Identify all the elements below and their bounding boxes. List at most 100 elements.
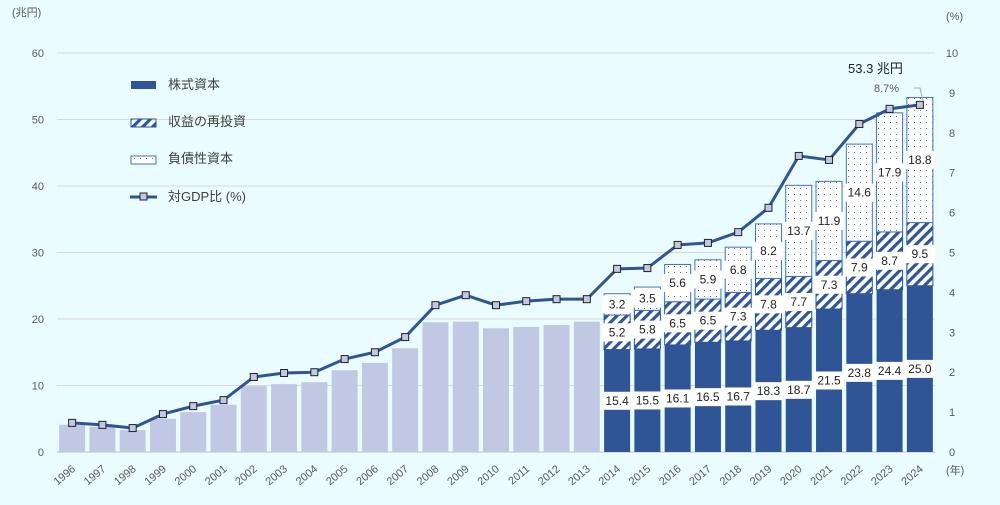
bar-total-2001 bbox=[210, 404, 237, 452]
x-tick-label: 2011 bbox=[506, 463, 532, 487]
data-label-bg bbox=[844, 363, 875, 382]
data-label-reinvest-2022: 7.9 bbox=[851, 260, 868, 274]
bar-total-2005 bbox=[331, 370, 358, 452]
gdp-ratio-marker-2020 bbox=[794, 151, 803, 160]
gdp-ratio-marker-2019 bbox=[764, 203, 773, 212]
data-label-reinvest-2021: 7.3 bbox=[821, 278, 838, 292]
gdp-ratio-marker-2022 bbox=[855, 120, 864, 129]
y-left-tick-label: 30 bbox=[32, 248, 44, 260]
data-label-bg bbox=[814, 371, 845, 390]
x-tick-label: 1999 bbox=[142, 463, 168, 488]
data-label-equity-2021: 21.5 bbox=[817, 374, 841, 388]
y-left-tick-label: 20 bbox=[32, 314, 44, 326]
data-label-bg bbox=[723, 260, 754, 279]
data-label-bg bbox=[602, 295, 633, 314]
y-left-tick-label: 50 bbox=[32, 115, 44, 127]
data-label-bg bbox=[692, 311, 723, 330]
bar-total-1996 bbox=[59, 424, 86, 452]
data-label-equity-2024: 25.0 bbox=[908, 362, 932, 376]
legend-label-debt: 負債性資本 bbox=[168, 151, 233, 166]
x-tick-label: 2021 bbox=[808, 463, 834, 488]
data-label-bg bbox=[632, 320, 663, 339]
x-tick-label: 2006 bbox=[354, 463, 380, 488]
data-label-equity-2022: 23.8 bbox=[848, 366, 872, 380]
y-left-tick-label: 60 bbox=[32, 48, 44, 60]
gdp-ratio-marker-2004 bbox=[310, 368, 319, 377]
y-right-tick-label: 1 bbox=[949, 407, 955, 419]
gdp-ratio-marker-2012 bbox=[552, 295, 561, 304]
data-label-reinvest-2024: 9.5 bbox=[912, 247, 929, 261]
legend-label-gdp: 対GDP比 (%) bbox=[168, 189, 246, 204]
bar-total-2011 bbox=[513, 326, 540, 452]
gdp-ratio-marker-2002 bbox=[249, 372, 258, 381]
data-label-bg bbox=[753, 242, 784, 261]
y-right-tick-label: 2 bbox=[949, 367, 955, 379]
data-label-bg bbox=[692, 388, 723, 407]
bar-total-2004 bbox=[301, 382, 328, 452]
data-label-reinvest-2018: 7.3 bbox=[730, 310, 747, 324]
data-label-reinvest-2023: 8.7 bbox=[881, 254, 898, 268]
data-label-bg bbox=[632, 289, 663, 308]
y-left-tick-label: 10 bbox=[32, 381, 44, 393]
x-tick-label: 2001 bbox=[203, 463, 229, 488]
x-tick-label: 2013 bbox=[566, 463, 592, 488]
x-tick-label: 2020 bbox=[778, 463, 804, 488]
gdp-ratio-marker-2001 bbox=[219, 396, 228, 405]
legend-label-equity: 株式資本 bbox=[168, 77, 220, 92]
data-label-bg bbox=[753, 382, 784, 401]
x-tick-label: 2004 bbox=[294, 463, 320, 488]
data-label-equity-2017: 16.5 bbox=[696, 390, 720, 404]
gdp-ratio-marker-2010 bbox=[492, 301, 500, 310]
data-label-bg bbox=[753, 295, 784, 314]
bar-total-2000 bbox=[180, 412, 207, 452]
gdp-ratio-marker-2023 bbox=[885, 104, 894, 113]
data-label-debt-2022: 14.6 bbox=[848, 186, 872, 200]
data-label-equity-2015: 15.5 bbox=[636, 393, 660, 407]
gdp-ratio-marker-2009 bbox=[461, 291, 470, 300]
data-label-bg bbox=[904, 245, 935, 264]
gdp-ratio-marker-1997 bbox=[98, 420, 107, 429]
legend-swatch-debt bbox=[130, 155, 157, 165]
x-tick-label: 2003 bbox=[264, 463, 290, 488]
x-tick-label: 1998 bbox=[112, 463, 138, 488]
gdp-ratio-marker-2018 bbox=[734, 228, 743, 237]
bar-total-2006 bbox=[361, 362, 388, 452]
x-tick-label: 2002 bbox=[233, 463, 259, 488]
data-label-bg bbox=[874, 251, 905, 270]
data-label-bg bbox=[662, 314, 693, 333]
x-tick-label: 2014 bbox=[597, 463, 623, 488]
gdp-ratio-marker-2013 bbox=[582, 295, 591, 304]
data-label-debt-2023: 17.9 bbox=[878, 165, 902, 179]
gdp-ratio-marker-2015 bbox=[643, 264, 652, 273]
x-tick-label: 2005 bbox=[324, 463, 350, 488]
right-axis-unit: (%) bbox=[946, 11, 963, 23]
x-tick-label: 2019 bbox=[748, 463, 774, 488]
data-label-bg bbox=[814, 275, 845, 294]
bar-total-1999 bbox=[149, 418, 176, 452]
data-label-bg bbox=[844, 258, 875, 277]
y-right-tick-label: 5 bbox=[949, 248, 955, 260]
data-label-bg bbox=[783, 380, 814, 399]
bar-total-2002 bbox=[240, 386, 267, 452]
data-label-debt-2021: 11.9 bbox=[818, 214, 841, 228]
x-tick-label: 2009 bbox=[445, 463, 471, 488]
data-label-debt-2016: 5.6 bbox=[669, 276, 686, 290]
data-label-bg bbox=[632, 391, 663, 410]
gdp-ratio-marker-2005 bbox=[340, 355, 349, 364]
data-label-bg bbox=[874, 361, 905, 380]
x-tick-label: 1996 bbox=[52, 463, 78, 488]
x-tick-label: 2015 bbox=[627, 463, 653, 488]
data-label-reinvest-2017: 6.5 bbox=[700, 314, 717, 328]
data-label-bg bbox=[723, 307, 754, 326]
data-label-debt-2017: 5.9 bbox=[700, 272, 717, 286]
bar-total-2008 bbox=[422, 322, 449, 452]
data-label-debt-2015: 3.5 bbox=[639, 292, 656, 306]
y-left-tick-label: 0 bbox=[38, 447, 44, 459]
bar-total-2007 bbox=[392, 348, 419, 452]
data-label-debt-2020: 13.7 bbox=[787, 224, 811, 238]
bar-total-2012 bbox=[543, 324, 570, 452]
gdp-ratio-marker-2011 bbox=[522, 297, 531, 306]
y-right-tick-label: 6 bbox=[949, 208, 955, 220]
x-axis-unit: (年) bbox=[946, 463, 964, 477]
gdp-ratio-marker-2007 bbox=[401, 333, 410, 342]
